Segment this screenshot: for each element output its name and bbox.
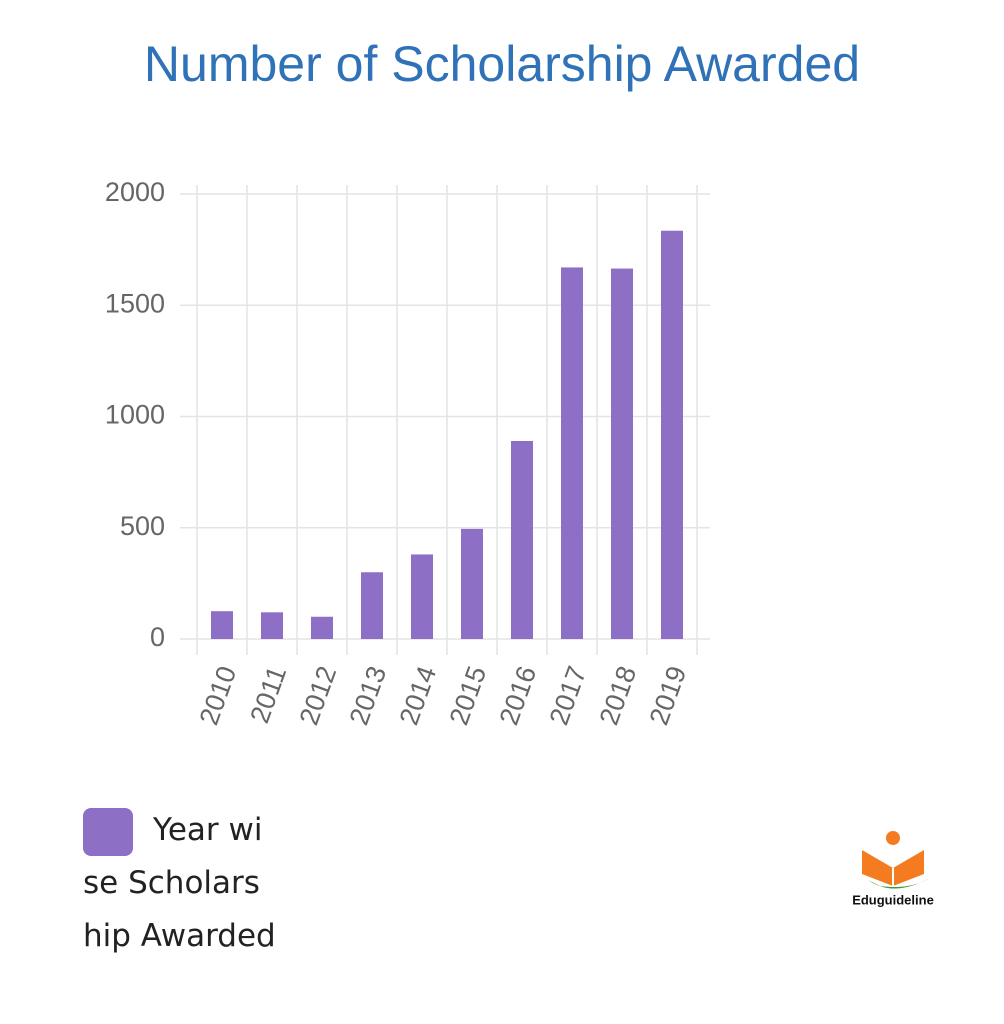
logo: Eduguideline (852, 831, 934, 907)
legend-swatch (83, 807, 133, 856)
bar (311, 616, 333, 639)
x-tick-label: 2010 (194, 662, 243, 729)
x-tick-label: 2011 (244, 662, 292, 727)
x-tick-label: 2016 (494, 662, 543, 729)
bar (561, 267, 583, 639)
y-tick-label: 2000 (105, 177, 165, 207)
x-tick-label: 2014 (394, 662, 443, 729)
logo-text: Eduguideline (852, 892, 934, 907)
x-tick-label: 2019 (644, 662, 693, 729)
x-tick-label: 2015 (444, 662, 493, 729)
x-tick-label: 2012 (294, 662, 343, 729)
bar (261, 612, 283, 639)
bar (361, 572, 383, 639)
y-tick-label: 0 (150, 622, 165, 652)
bar (511, 440, 533, 639)
bar (461, 528, 483, 639)
x-tick-label: 2017 (544, 662, 593, 729)
bar (411, 554, 433, 639)
chart-title: Number of Scholarship Awarded (144, 36, 860, 92)
bar (211, 611, 233, 639)
x-tick-label: 2018 (594, 662, 643, 729)
y-tick-label: 500 (120, 511, 165, 541)
bar (611, 268, 633, 639)
bar (661, 230, 683, 639)
y-tick-label: 1000 (105, 400, 165, 430)
y-tick-label: 1500 (105, 288, 165, 318)
x-tick-label: 2013 (344, 662, 393, 729)
legend-label: Year wise Scholarship Awarded (83, 812, 276, 954)
legend: Year wise Scholarship Awarded (83, 804, 278, 963)
chart: Number of Scholarship Awarded 0 500 1000 15… (105, 36, 860, 729)
